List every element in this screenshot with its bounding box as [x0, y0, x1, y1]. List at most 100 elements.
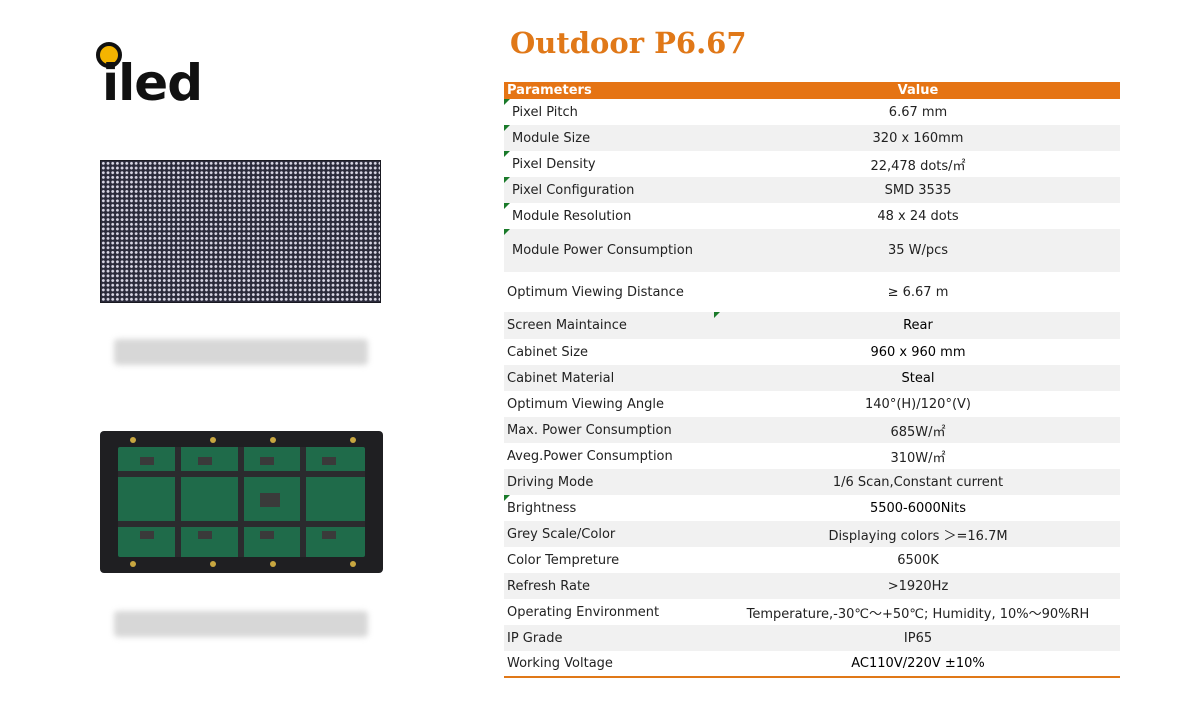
screw [270, 561, 276, 567]
frame-rib [300, 447, 306, 557]
cell-marker [504, 229, 510, 235]
table-row: Cabinet Size 960 x 960 mm [504, 339, 1120, 365]
frame-rib [238, 447, 244, 557]
param-cell: Working Voltage [507, 656, 613, 671]
value-cell: 22,478 dots/㎡ [870, 158, 966, 174]
table-row: Module Power Consumption 35 W/pcs [504, 229, 1120, 272]
table-row: Optimum Viewing Distance ≥ 6.67 m [504, 272, 1120, 312]
table-row: Brightness 5500-6000Nits [504, 495, 1120, 521]
value-cell: 685W/㎡ [890, 424, 946, 440]
screw [130, 437, 136, 443]
table-row: Operating Environment Temperature,-30℃～+… [504, 599, 1120, 625]
chip [260, 531, 274, 539]
table-row: Aveg.Power Consumption 310W/㎡ [504, 443, 1120, 469]
table-row: Pixel Density 22,478 dots/㎡ [504, 151, 1120, 177]
cell-marker [504, 99, 510, 105]
value-cell: Rear [903, 318, 933, 333]
screw [130, 561, 136, 567]
value-cell: 6.67 mm [888, 104, 948, 120]
value-cell: >1920Hz [887, 578, 949, 594]
cell-marker [714, 312, 720, 318]
value-cell: 1/6 Scan,Constant current [832, 474, 1004, 490]
screw [210, 437, 216, 443]
value-cell: 35 W/pcs [887, 243, 949, 258]
table-row: Module Resolution 48 x 24 dots [504, 203, 1120, 229]
param-cell: Module Resolution [512, 208, 632, 224]
param-cell: Grey Scale/Color [507, 526, 616, 542]
header-parameters: Parameters [507, 83, 592, 98]
value-cell: 310W/㎡ [890, 450, 946, 466]
table-row: Refresh Rate >1920Hz [504, 573, 1120, 599]
table-row: Max. Power Consumption 685W/㎡ [504, 417, 1120, 443]
table-row: Working Voltage AC110V/220V ±10% [504, 651, 1120, 676]
logo-dot [96, 42, 122, 68]
param-cell: Aveg.Power Consumption [507, 448, 673, 464]
led-module-front-image [100, 160, 381, 303]
screw [270, 437, 276, 443]
chip [140, 531, 154, 539]
frame-rib [175, 447, 181, 557]
value-cell: Temperature,-30℃～+50℃; Humidity, 10%～90%… [746, 606, 1090, 622]
table-row: Driving Mode 1/6 Scan,Constant current [504, 469, 1120, 495]
chip [198, 531, 212, 539]
product-title: Outdoor P6.67 [510, 26, 747, 60]
value-cell: 5500-6000Nits [869, 500, 967, 516]
value-cell: 140°(H)/120°(V) [865, 396, 971, 412]
screw [350, 437, 356, 443]
table-row: Module Size 320 x 160mm [504, 125, 1120, 151]
param-cell: Max. Power Consumption [507, 422, 672, 438]
param-cell: Module Size [512, 130, 591, 146]
param-cell: Screen Maintaince [507, 318, 627, 333]
logo-text: iled [102, 54, 203, 112]
value-cell: 48 x 24 dots [877, 208, 959, 224]
table-row: Pixel Pitch 6.67 mm [504, 99, 1120, 125]
param-cell: Pixel Pitch [512, 104, 578, 120]
param-cell: IP Grade [507, 630, 563, 646]
chip [322, 531, 336, 539]
param-cell: Cabinet Material [507, 370, 615, 386]
spec-table: Parameters Value Pixel Pitch 6.67 mm Mod… [504, 82, 1120, 678]
param-cell: Module Power Consumption [512, 243, 693, 258]
chip [140, 457, 154, 465]
chip [260, 457, 274, 465]
table-row: IP Grade IP65 [504, 625, 1120, 651]
value-cell: Steal [901, 370, 935, 386]
param-cell: Color Tempreture [507, 552, 620, 568]
table-row: Optimum Viewing Angle 140°(H)/120°(V) [504, 391, 1120, 417]
iled-logo: iled [96, 42, 216, 112]
table-row: Pixel Configuration SMD 3535 [504, 177, 1120, 203]
param-cell: Operating Environment [507, 604, 660, 620]
param-cell: Driving Mode [507, 474, 594, 490]
param-cell: Optimum Viewing Distance [507, 284, 684, 300]
value-cell: 960 x 960 mm [870, 344, 966, 360]
header-value: Value [897, 83, 939, 98]
cell-marker [504, 125, 510, 131]
value-cell: Displaying colors ＞=16.7M [828, 528, 1008, 544]
value-cell: 320 x 160mm [872, 130, 964, 146]
table-row: Color Tempreture 6500K [504, 547, 1120, 573]
cell-marker [504, 495, 510, 501]
table-row: Cabinet Material Steal [504, 365, 1120, 391]
param-cell: Pixel Density [512, 156, 596, 172]
param-cell: Refresh Rate [507, 578, 591, 594]
value-cell: IP65 [903, 630, 933, 646]
table-row: Screen Maintaince Rear [504, 312, 1120, 339]
param-cell: Optimum Viewing Angle [507, 396, 664, 412]
param-cell: Pixel Configuration [512, 182, 635, 198]
cell-marker [504, 177, 510, 183]
cell-marker [504, 151, 510, 157]
screw [350, 561, 356, 567]
cell-marker [504, 203, 510, 209]
value-cell: SMD 3535 [884, 182, 952, 198]
blurred-caption [114, 611, 368, 637]
param-cell: Brightness [507, 500, 577, 516]
value-cell: 6500K [897, 552, 939, 568]
value-cell: AC110V/220V ±10% [851, 656, 985, 671]
screw [210, 561, 216, 567]
table-row: Grey Scale/Color Displaying colors ＞=16.… [504, 521, 1120, 547]
led-module-back-image [100, 431, 383, 573]
param-cell: Cabinet Size [507, 344, 589, 360]
chip [198, 457, 212, 465]
chip [322, 457, 336, 465]
blurred-caption [114, 339, 368, 365]
